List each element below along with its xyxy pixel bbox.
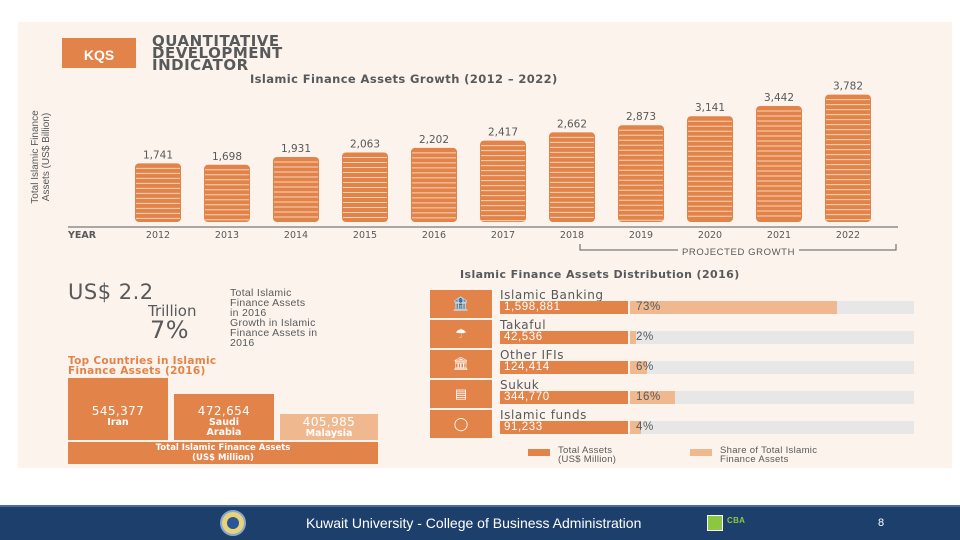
top-countries-title: Top Countries in Islamic Finance Assets (… xyxy=(68,355,217,377)
growth-year-tick: 2015 xyxy=(353,230,377,241)
kqs-logo: KQS xyxy=(62,38,136,68)
projected-growth-label: PROJECTED GROWTH xyxy=(678,247,800,258)
country-card-saudi-arabia: 472,654 Saudi Arabia xyxy=(174,394,274,440)
growth-chart: YEAR 1,741 2012 1,698 2013 1,931 2014 2,063 2015… xyxy=(67,81,898,241)
share-label: 4% xyxy=(636,421,654,433)
kuwait-university-seal-icon xyxy=(220,510,246,536)
share-label: 16% xyxy=(636,391,661,403)
distribution-title: Islamic Finance Assets Distribution (201… xyxy=(460,268,740,281)
share-bar xyxy=(630,421,642,434)
country-card-iran: 545,377 Iran xyxy=(68,378,168,440)
growth-desc: Growth in Islamic Finance Assets in 2016 xyxy=(230,317,318,349)
growth-year-tick: 2019 xyxy=(629,230,653,241)
share-bar xyxy=(630,301,838,314)
growth-bar-2015 xyxy=(342,152,388,222)
growth-chart-title: Islamic Finance Assets Growth (2012 – 20… xyxy=(250,72,558,86)
footer-text: Kuwait University - College of Business … xyxy=(306,515,642,531)
growth-year-tick: 2018 xyxy=(560,230,584,241)
total-assets-bar: 344,770 xyxy=(500,391,628,404)
growth-year-tick: 2012 xyxy=(146,230,170,241)
total-assets-bar: 1,598,881 xyxy=(500,301,628,314)
title-line-1: QUANTITATIVE xyxy=(152,32,280,50)
dist-row-other-ifis: 🏛 Other IFIs 124,414 6% xyxy=(430,348,916,378)
umbrella-icon: ☂ xyxy=(430,320,492,348)
growth-bar-2019 xyxy=(618,125,664,222)
growth-value-label: 2,873 xyxy=(626,111,656,123)
growth-year-tick: 2013 xyxy=(215,230,239,241)
total-assets-unit: Trillion xyxy=(148,302,197,320)
dist-row-sukuk: ▤ Sukuk 344,770 16% xyxy=(430,378,916,408)
infographic-panel: KQS QUANTITATIVE DEVELOPMENT INDICATOR I… xyxy=(18,22,952,468)
growth-value-label: 3,442 xyxy=(764,92,794,104)
growth-x-axis-label: YEAR xyxy=(67,230,97,241)
growth-bar-2020 xyxy=(687,116,733,222)
countries-footer: Total Islamic Finance Assets (US$ Million… xyxy=(68,442,378,464)
growth-value-label: 2,202 xyxy=(419,134,449,146)
growth-bar-2012 xyxy=(135,163,181,222)
growth-value-label: 1,741 xyxy=(143,149,173,161)
growth-value-label: 3,782 xyxy=(833,81,863,93)
growth-year-tick: 2014 xyxy=(284,230,308,241)
total-assets-bar: 124,414 xyxy=(500,361,628,374)
share-label: 2% xyxy=(636,331,654,343)
growth-year-tick: 2017 xyxy=(491,230,515,241)
country-card-malaysia: 405,985 Malaysia xyxy=(280,414,378,440)
dist-row-islamic-banking: 🏦 Islamic Banking 1,598,881 73% xyxy=(430,288,916,318)
growth-bar-2016 xyxy=(411,147,457,222)
growth-bar-2014 xyxy=(273,156,319,222)
dist-row-takaful: ☂ Takaful 42,536 2% xyxy=(430,318,916,348)
growth-bar-2022 xyxy=(825,94,871,222)
growth-value: 7% xyxy=(150,316,190,344)
total-assets-desc: Total Islamic Finance Assets in 2016 xyxy=(230,287,306,319)
dist-row-islamic-funds: ◯ Islamic funds 91,233 4% xyxy=(430,408,916,438)
footer-bar: Kuwait University - College of Business … xyxy=(0,505,960,540)
cba-logo-icon: CBA xyxy=(707,515,759,533)
growth-value-label: 1,931 xyxy=(281,143,311,155)
growth-value-label: 3,141 xyxy=(695,102,725,114)
growth-bar-2021 xyxy=(756,106,802,222)
total-assets-bar: 91,233 xyxy=(500,421,628,434)
share-bar xyxy=(630,361,648,374)
title-line-3: INDICATOR xyxy=(152,56,249,74)
growth-value-label: 2,662 xyxy=(557,118,587,130)
growth-bar-2013 xyxy=(204,164,250,222)
share-bar xyxy=(630,331,636,344)
growth-value-label: 2,417 xyxy=(488,127,518,139)
total-assets-bar: 42,536 xyxy=(500,331,628,344)
money-bag-icon: ◯ xyxy=(430,410,492,438)
share-bar xyxy=(630,391,676,404)
institution-icon: 🏛 xyxy=(430,350,492,378)
total-assets-value: US$ 2.2 xyxy=(68,280,154,304)
certificate-icon: ▤ xyxy=(430,380,492,408)
growth-bar-2017 xyxy=(480,140,526,222)
growth-value-label: 1,698 xyxy=(212,151,242,163)
bank-icon: 🏦 xyxy=(430,290,492,318)
page-number: 8 xyxy=(878,517,885,529)
growth-year-tick: 2021 xyxy=(767,230,791,241)
share-label: 6% xyxy=(636,361,654,373)
share-label: 73% xyxy=(636,301,661,313)
growth-year-tick: 2016 xyxy=(422,230,446,241)
growth-year-tick: 2020 xyxy=(698,230,722,241)
growth-year-tick: 2022 xyxy=(836,230,860,241)
growth-value-label: 2,063 xyxy=(350,139,380,151)
title-line-2: DEVELOPMENT xyxy=(152,44,283,62)
growth-bar-2018 xyxy=(549,132,595,222)
